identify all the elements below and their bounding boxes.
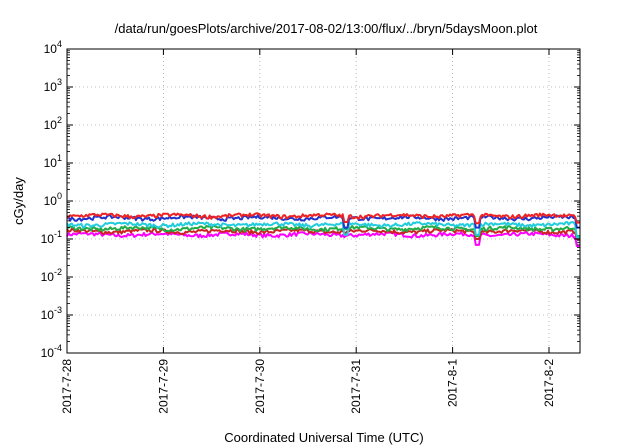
series-line: [66, 231, 580, 248]
x-tick-label: 2017-7-31: [349, 359, 363, 414]
x-tick-label: 2017-7-28: [60, 359, 74, 414]
grid: [67, 49, 580, 353]
chart-title: /data/run/goesPlots/archive/2017-08-02/1…: [115, 21, 538, 36]
y-tick-label: 10-2: [41, 267, 62, 284]
x-tick-label: 2017-8-1: [446, 359, 460, 407]
x-axis-label: Coordinated Universal Time (UTC): [224, 430, 423, 445]
y-tick-label: 10-3: [41, 305, 62, 322]
y-tick-label: 101: [44, 153, 62, 170]
x-tick-label: 2017-7-29: [156, 359, 170, 414]
series-group: [66, 212, 580, 248]
x-tick-label: 2017-8-2: [542, 359, 556, 407]
y-tick-label: 104: [44, 39, 62, 56]
y-axis: 104 103 102 101 100 10-1 10-2 10-3 10-4: [41, 39, 580, 360]
y-axis-label: cGy/day: [11, 177, 26, 225]
y-tick-label: 100: [44, 191, 62, 208]
x-tick-label: 2017-7-30: [253, 359, 267, 414]
series-line: [66, 221, 580, 239]
y-tick-label: 10-4: [41, 343, 62, 360]
y-tick-label: 103: [44, 77, 62, 94]
y-tick-label: 10-1: [41, 229, 62, 246]
x-axis: 2017-7-28 2017-7-29 2017-7-30 2017-7-31 2017…: [60, 49, 556, 414]
y-tick-label: 102: [44, 115, 62, 132]
series-line: [66, 212, 580, 225]
